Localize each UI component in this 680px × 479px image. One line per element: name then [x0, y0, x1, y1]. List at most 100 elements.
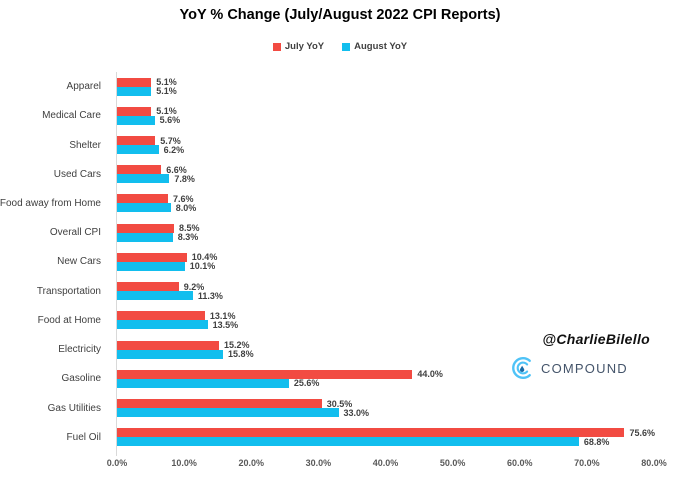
july-bar: 10.4%: [117, 252, 217, 262]
category-label: Transportation: [36, 285, 101, 297]
bar-row: 6.6% 7.8%: [117, 160, 654, 189]
august-bar: 11.3%: [117, 291, 223, 301]
august-value-label: 5.6%: [159, 115, 181, 126]
august-value-label: 13.5%: [212, 319, 239, 330]
july-value-label: 9.2%: [183, 281, 205, 292]
july-bar: 9.2%: [117, 282, 204, 292]
august-swatch-icon: [342, 42, 351, 51]
x-tick-label: 80.0%: [641, 458, 667, 468]
bar-row: 44.0% 25.6%: [117, 364, 654, 393]
august-bar: 15.8%: [117, 349, 254, 359]
legend-label-august: August YoY: [354, 41, 408, 52]
july-swatch-icon: [272, 42, 281, 51]
july-value-label: 5.1%: [156, 106, 177, 117]
august-bar: 8.3%: [117, 232, 198, 242]
july-bar: 5.1%: [117, 77, 177, 87]
july-bar: 75.6%: [117, 428, 655, 438]
august-bar: 7.8%: [117, 174, 195, 184]
august-bar: 25.6%: [117, 378, 319, 388]
category-label: New Cars: [57, 256, 101, 268]
august-value-label: 7.8%: [174, 173, 195, 184]
bar-row: 75.6% 68.8%: [117, 423, 655, 452]
category-label: Used Cars: [53, 168, 101, 180]
bar-row: 15.2% 15.8%: [117, 335, 654, 364]
category-label: Gasoline: [61, 373, 101, 385]
category-label: Apparel: [66, 81, 101, 93]
july-value-label: 75.6%: [629, 427, 655, 438]
july-value-label: 8.5%: [179, 223, 200, 234]
july-value-label: 5.1%: [156, 77, 177, 88]
y-axis-line: [116, 72, 117, 456]
bar-row: 7.6% 8.0%: [117, 189, 654, 218]
x-tick-label: 10.0%: [171, 458, 197, 468]
august-value-label: 5.1%: [156, 86, 177, 97]
august-bar: 6.2%: [117, 145, 184, 155]
august-bar: 68.8%: [117, 437, 609, 447]
july-bar: 30.5%: [117, 399, 352, 409]
july-value-label: 6.6%: [166, 164, 187, 175]
category-label: Gas Utilities: [47, 402, 101, 414]
august-value-label: 6.2%: [163, 144, 185, 155]
july-bar: 13.1%: [117, 311, 235, 321]
august-bar: 8.0%: [117, 203, 196, 213]
watermark-handle: @CharlieBilello: [542, 331, 650, 347]
august-value-label: 11.3%: [197, 290, 223, 301]
august-bar: 5.1%: [117, 86, 177, 96]
july-bar: 15.2%: [117, 340, 250, 350]
x-tick-label: 70.0%: [574, 458, 600, 468]
august-value-label: 10.1%: [189, 261, 216, 272]
bar-row: 9.2% 11.3%: [117, 277, 654, 306]
x-tick-label: 40.0%: [372, 458, 399, 468]
chart-title: YoY % Change (July/August 2022 CPI Repor…: [179, 7, 501, 23]
category-label: Electricity: [58, 344, 101, 356]
bar-row: 5.7% 6.2%: [117, 130, 654, 159]
category-label: Medical Care: [42, 110, 101, 122]
august-value-label: 33.0%: [343, 407, 370, 418]
legend-label-july: July YoY: [284, 41, 325, 52]
bar-row: 5.1% 5.1%: [117, 72, 654, 101]
august-bar: 33.0%: [117, 408, 369, 418]
category-label: Food away from Home: [0, 197, 101, 209]
x-axis: 0.0% 10.0% 20.0% 30.0% 40.0% 50.0% 60.0% 70.0% 8…: [107, 458, 667, 470]
august-value-label: 25.6%: [293, 378, 320, 389]
plot-area: 5.1% 5.1% 5.1% 5.6% 5.7% 6.2% 6.6% 7.8% 7.6% 8.0%…: [107, 72, 667, 468]
july-value-label: 30.5%: [326, 398, 353, 409]
category-label: Fuel Oil: [66, 431, 101, 443]
legend: July YoY August YoY: [0, 41, 680, 52]
august-bar: 10.1%: [117, 261, 215, 271]
july-bar: 5.7%: [117, 136, 181, 146]
compound-brand-text: COMPOUND: [541, 360, 628, 376]
july-value-label: 44.0%: [417, 369, 443, 380]
july-value-label: 10.4%: [191, 252, 218, 263]
legend-item-august: August YoY: [342, 41, 407, 52]
bar-row: 30.5% 33.0%: [117, 393, 654, 422]
august-value-label: 15.8%: [228, 349, 254, 360]
july-value-label: 15.2%: [224, 340, 250, 351]
july-bar: 44.0%: [117, 369, 443, 379]
x-tick-label: 30.0%: [305, 458, 332, 468]
category-axis: Apparel Medical Care Shelter Used Cars Food …: [0, 72, 109, 452]
july-value-label: 13.1%: [209, 310, 236, 321]
x-tick-label: 50.0%: [439, 458, 466, 468]
august-bar: 13.5%: [117, 320, 238, 330]
july-value-label: 5.7%: [160, 135, 181, 146]
august-value-label: 8.3%: [177, 232, 199, 243]
category-label: Food at Home: [37, 314, 101, 326]
bars-container: 5.1% 5.1% 5.1% 5.6% 5.7% 6.2% 6.6% 7.8% 7.6% 8.0%…: [117, 72, 655, 452]
bar-row: 13.1% 13.5%: [117, 306, 654, 335]
compound-brand: COMPOUND: [510, 355, 628, 381]
july-bar: 5.1%: [117, 106, 177, 116]
legend-item-july: July YoY: [272, 41, 325, 52]
bar-row: 10.4% 10.1%: [117, 247, 654, 276]
august-value-label: 8.0%: [175, 202, 197, 213]
x-tick-label: 0.0%: [106, 458, 128, 468]
x-tick-label: 60.0%: [506, 458, 533, 468]
july-bar: 6.6%: [117, 165, 187, 175]
category-label: Overall CPI: [49, 227, 101, 239]
august-value-label: 68.8%: [583, 436, 610, 447]
category-label: Shelter: [69, 139, 101, 151]
july-bar: 8.5%: [117, 223, 200, 233]
compound-logo-icon: [510, 355, 535, 381]
bar-row: 8.5% 8.3%: [117, 218, 654, 247]
